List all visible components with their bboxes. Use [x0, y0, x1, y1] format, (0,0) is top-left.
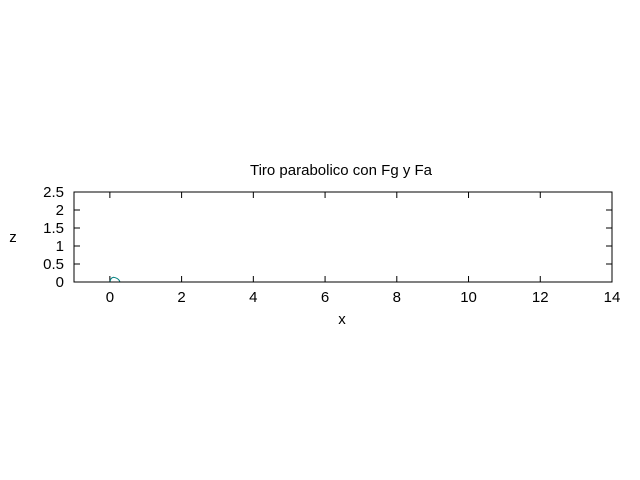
x-tick-label: 0: [106, 289, 114, 306]
x-tick-label: 2: [177, 289, 185, 306]
y-tick-label: 1.5: [43, 220, 64, 237]
x-tick-label: 12: [532, 289, 549, 306]
x-tick-label: 14: [604, 289, 621, 306]
y-tick-label: 1: [56, 238, 64, 255]
plot-area-border: [73, 191, 613, 283]
chart-title: Tiro parabolico con Fg y Fa: [250, 162, 433, 179]
y-tick-label: 0: [56, 274, 64, 291]
x-tick-label: 8: [393, 289, 401, 306]
y-tick-label: 0.5: [43, 256, 64, 273]
x-tick-label: 4: [249, 289, 257, 306]
trajectory-line: [109, 276, 121, 283]
x-axis-label: x: [338, 311, 346, 328]
y-tick-label: 2.5: [43, 184, 64, 201]
y-axis-label: z: [9, 229, 17, 246]
x-tick-label: 10: [460, 289, 477, 306]
x-tick-label: 6: [321, 289, 329, 306]
y-tick-label: 2: [56, 202, 64, 219]
